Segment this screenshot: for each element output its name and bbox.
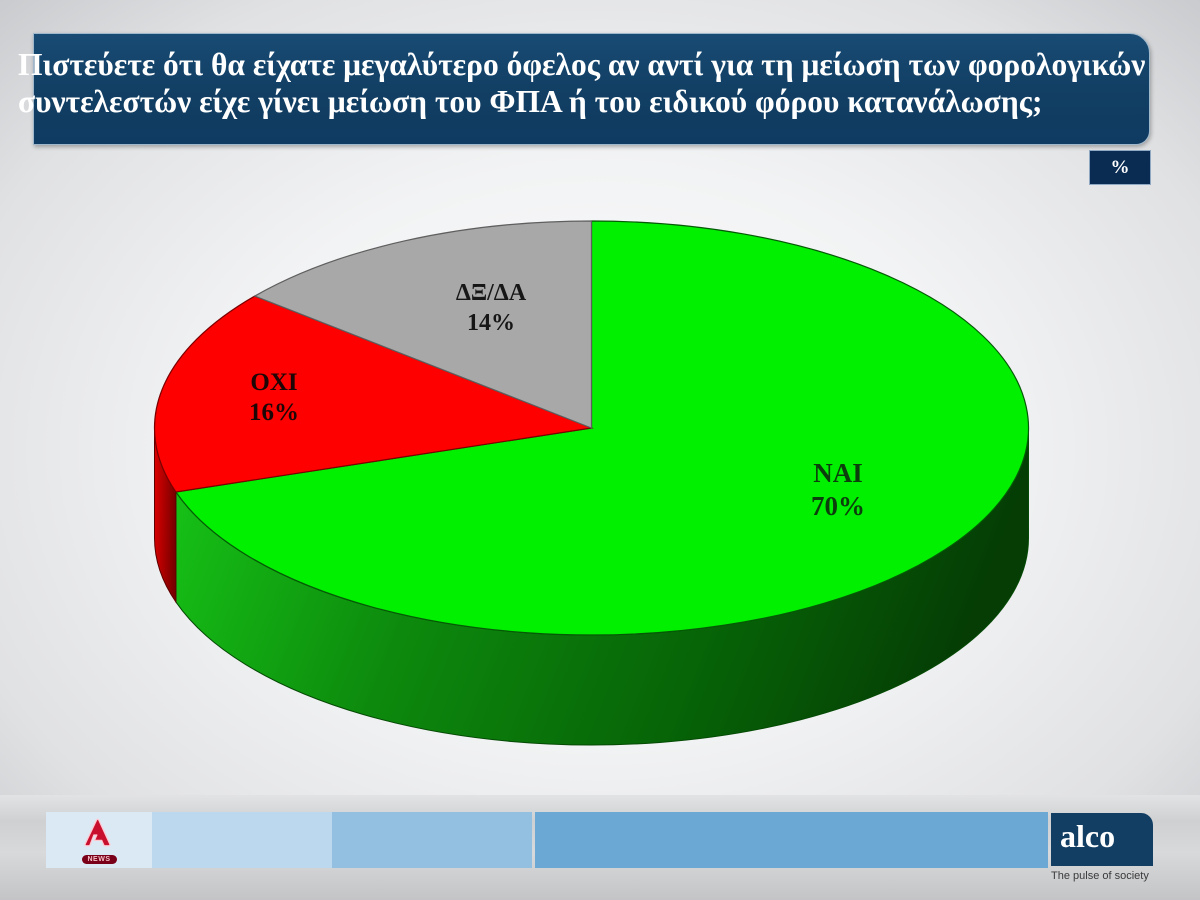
- svg-text:ΔΞ/ΔΑ: ΔΞ/ΔΑ: [456, 280, 527, 306]
- svg-text:16%: 16%: [249, 399, 299, 426]
- svg-text:14%: 14%: [467, 310, 515, 336]
- svg-text:NAI: NAI: [813, 458, 863, 488]
- svg-text:70%: 70%: [811, 491, 865, 521]
- svg-text:OXI: OXI: [250, 369, 297, 396]
